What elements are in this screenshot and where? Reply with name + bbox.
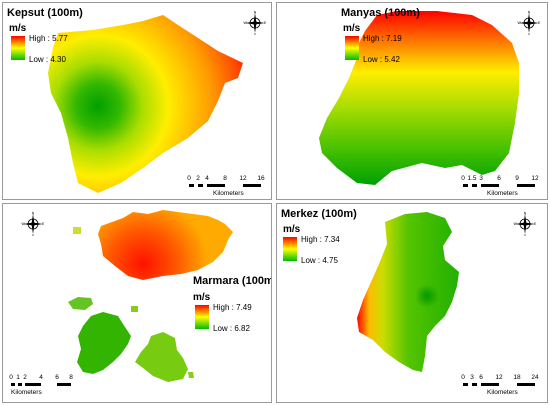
svg-text:W: W bbox=[22, 222, 26, 226]
map-title: Kepsut (100m) bbox=[7, 7, 83, 19]
scale-bar: 0 1.5 3 6 9 12 Kilometers bbox=[461, 175, 539, 197]
north-arrow-icon: N S W E bbox=[517, 11, 542, 38]
svg-text:E: E bbox=[42, 222, 45, 226]
svg-text:W: W bbox=[514, 222, 518, 226]
north-arrow-icon: N S W E bbox=[243, 11, 268, 38]
legend-high-label: High : 7.49 bbox=[213, 303, 252, 312]
unit-label: m/s bbox=[343, 23, 361, 34]
kepsut-wind-map bbox=[48, 15, 243, 193]
map-panel-manyas: Manyas (100m) m/s High : 7.19 Low : 5.42… bbox=[276, 2, 548, 200]
legend-color-ramp bbox=[11, 36, 25, 60]
svg-text:N: N bbox=[32, 212, 35, 216]
unit-label: m/s bbox=[193, 292, 211, 303]
legend-high-label: High : 7.34 bbox=[301, 235, 340, 244]
svg-text:S: S bbox=[32, 234, 35, 236]
svg-text:N: N bbox=[528, 11, 531, 15]
legend-low-label: Low : 6.82 bbox=[213, 324, 250, 333]
legend-low-label: Low : 5.42 bbox=[363, 55, 400, 64]
north-arrow-icon: N S W E bbox=[21, 212, 46, 239]
legend-color-ramp bbox=[283, 237, 297, 261]
scale-bar: 0 3 6 12 18 24 Kilometers bbox=[461, 374, 539, 396]
legend-low-label: Low : 4.75 bbox=[301, 256, 338, 265]
svg-text:E: E bbox=[534, 222, 537, 226]
svg-text:N: N bbox=[524, 212, 527, 216]
svg-text:W: W bbox=[244, 21, 248, 25]
map-panel-merkez: Merkez (100m) m/s High : 7.34 Low : 4.75… bbox=[276, 203, 548, 403]
marmara-wind-map bbox=[68, 210, 233, 382]
svg-text:S: S bbox=[528, 33, 531, 35]
north-arrow-icon: N S W E bbox=[513, 212, 538, 239]
scale-bar: 0 2 4 8 12 16 Kilometers bbox=[187, 175, 265, 197]
legend-low-label: Low : 4.30 bbox=[29, 55, 66, 64]
map-title: Merkez (100m) bbox=[281, 208, 357, 220]
unit-label: m/s bbox=[9, 23, 27, 34]
svg-text:S: S bbox=[254, 33, 257, 35]
svg-text:E: E bbox=[538, 21, 541, 25]
merkez-wind-map bbox=[357, 212, 459, 372]
legend-color-ramp bbox=[195, 305, 209, 329]
svg-text:W: W bbox=[518, 21, 522, 25]
svg-text:N: N bbox=[254, 11, 257, 15]
map-panel-marmara: N S W E Marmara (100m) m/s High : 7.49 L… bbox=[2, 203, 272, 403]
legend-high-label: High : 5.77 bbox=[29, 34, 68, 43]
manyas-wind-map bbox=[319, 11, 519, 185]
map-title: Marmara (100m) bbox=[193, 275, 272, 287]
svg-text:E: E bbox=[264, 21, 267, 25]
legend-color-ramp bbox=[345, 36, 359, 60]
map-panel-kepsut: Kepsut (100m) m/s High : 5.77 Low : 4.30… bbox=[2, 2, 272, 200]
scale-bar: 0 1 2 4 6 8 Kilometers bbox=[9, 374, 73, 396]
legend-high-label: High : 7.19 bbox=[363, 34, 402, 43]
unit-label: m/s bbox=[283, 224, 301, 235]
map-title: Manyas (100m) bbox=[341, 7, 420, 19]
svg-text:S: S bbox=[524, 234, 527, 236]
